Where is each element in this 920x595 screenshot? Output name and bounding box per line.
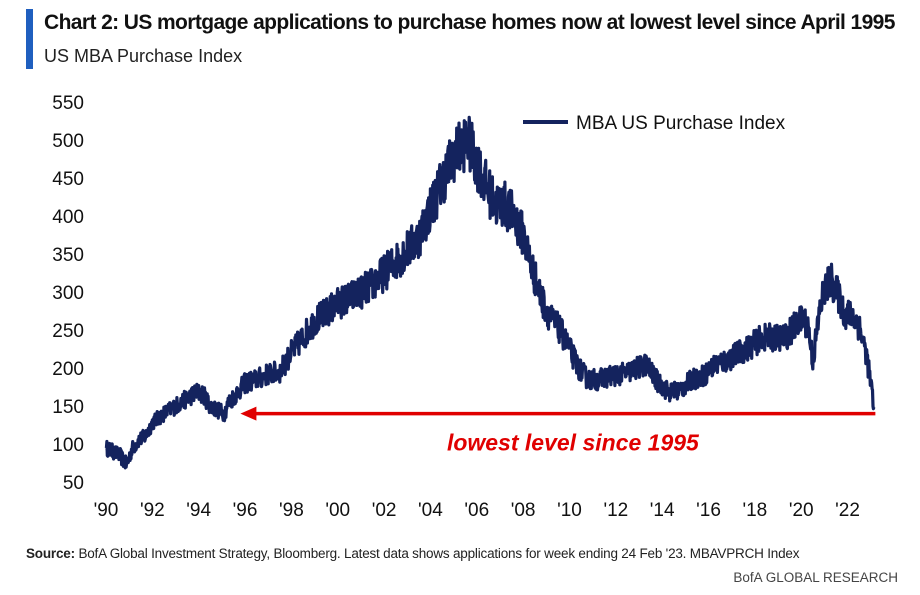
x-tick-label: '06 (464, 500, 489, 521)
legend-label: MBA US Purchase Index (576, 113, 786, 134)
x-tick-label: '90 (94, 500, 119, 521)
x-tick-label: '94 (186, 500, 211, 521)
y-tick-label: 300 (52, 283, 84, 304)
x-tick-label: '14 (650, 500, 675, 521)
brand-footer: BofA GLOBAL RESEARCH (733, 570, 898, 585)
annotation-text: lowest level since 1995 (447, 430, 700, 456)
y-tick-label: 50 (63, 473, 84, 494)
y-tick-label: 150 (52, 397, 84, 418)
x-tick-label: '12 (603, 500, 628, 521)
y-tick-label: 350 (52, 245, 84, 266)
x-tick-label: '20 (789, 500, 814, 521)
x-tick-label: '16 (696, 500, 721, 521)
source-text: BofA Global Investment Strategy, Bloombe… (78, 546, 800, 561)
annotation-arrowhead (240, 406, 257, 421)
y-tick-label: 550 (52, 93, 84, 114)
chart-title: Chart 2: US mortgage applications to pur… (44, 11, 895, 34)
x-tick-label: '98 (279, 500, 304, 521)
source-note: Source: BofA Global Investment Strategy,… (26, 546, 799, 561)
x-axis-tick-labels: '90 '92 '94 '96 '98 '00 '02 '04 '06 '08 '10 '12 '14 '… (94, 500, 860, 521)
x-tick-label: '92 (140, 500, 165, 521)
x-tick-label: '96 (233, 500, 258, 521)
x-tick-label: '02 (372, 500, 397, 521)
x-tick-label: '04 (418, 500, 443, 521)
chart-subtitle: US MBA Purchase Index (44, 46, 243, 66)
series-line (104, 115, 876, 470)
y-tick-label: 450 (52, 169, 84, 190)
series-layer (104, 115, 876, 470)
legend: MBA US Purchase Index (523, 113, 786, 134)
x-tick-label: '22 (835, 500, 860, 521)
annotation-layer: lowest level since 1995 (240, 406, 876, 456)
y-tick-label: 500 (52, 131, 84, 152)
title-accent-bar (26, 9, 33, 69)
y-tick-label: 400 (52, 207, 84, 228)
source-label: Source: (26, 546, 75, 561)
y-tick-label: 100 (52, 435, 84, 456)
x-tick-label: '00 (325, 500, 350, 521)
x-tick-label: '10 (557, 500, 582, 521)
y-axis-tick-labels: 50 100 150 200 250 300 350 400 450 500 550 (52, 93, 84, 494)
y-tick-label: 200 (52, 359, 84, 380)
x-tick-label: '08 (511, 500, 536, 521)
x-tick-label: '18 (742, 500, 767, 521)
y-tick-label: 250 (52, 321, 84, 342)
